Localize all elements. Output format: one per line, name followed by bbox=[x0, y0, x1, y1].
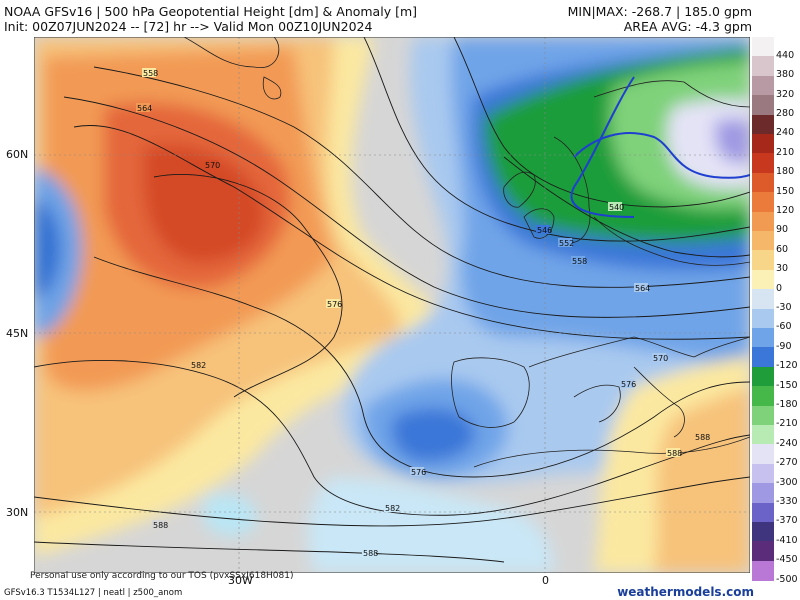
contour-label: 570 bbox=[653, 354, 668, 363]
colorbar-swatch bbox=[752, 153, 774, 174]
contour-label: 558 bbox=[143, 69, 158, 78]
colorbar-swatch bbox=[752, 541, 774, 562]
graticule bbox=[34, 37, 750, 573]
lat-label-30n: 30N bbox=[6, 506, 29, 519]
colorbar-swatch bbox=[752, 37, 774, 57]
colorbar-label: -370 bbox=[776, 515, 798, 527]
contour-label: 588 bbox=[153, 521, 168, 530]
colorbar-label: -330 bbox=[776, 495, 798, 507]
colorbar-swatch bbox=[752, 114, 774, 135]
colorbar-swatch bbox=[752, 134, 774, 154]
colorbar-label: -150 bbox=[776, 379, 798, 391]
colorbar-swatch bbox=[752, 211, 774, 232]
colorbar-label: 380 bbox=[776, 69, 795, 81]
colorbar-swatch bbox=[752, 95, 774, 116]
colorbar-swatch bbox=[752, 425, 774, 445]
colorbar-swatch bbox=[752, 192, 774, 213]
colorbar-label: -410 bbox=[776, 534, 798, 546]
init-valid-line: Init: 00Z07JUN2024 -- [72] hr --> Valid … bbox=[4, 19, 373, 34]
colorbar-swatch bbox=[752, 75, 774, 96]
height-contours bbox=[34, 37, 750, 563]
colorbar-label: -450 bbox=[776, 554, 798, 566]
colorbar-label: -180 bbox=[776, 398, 798, 410]
lon-label-30w: 30W bbox=[228, 574, 253, 587]
colorbar-swatch bbox=[752, 483, 774, 504]
contour-label: 576 bbox=[621, 380, 636, 389]
colorbar-label: 30 bbox=[776, 263, 789, 275]
colorbar-label: -210 bbox=[776, 418, 798, 430]
contour-label: 564 bbox=[635, 284, 650, 293]
lat-label-45n: 45N bbox=[6, 327, 29, 340]
lon-label-0: 0 bbox=[542, 574, 549, 587]
colorbar-swatch bbox=[752, 328, 774, 348]
anomaly-map: 558 564 570 576 582 588 540 546 552 558 … bbox=[34, 37, 750, 573]
contour-label: 570 bbox=[205, 161, 220, 170]
colorbar-swatch bbox=[752, 172, 774, 193]
colorbar-label: 180 bbox=[776, 166, 795, 178]
colorbar-swatch bbox=[752, 463, 774, 484]
contour-label: 558 bbox=[572, 257, 587, 266]
area-average-readout: AREA AVG: -4.3 gpm bbox=[623, 19, 752, 34]
contour-label: 588 bbox=[667, 449, 682, 458]
colorbar-swatch bbox=[752, 405, 774, 426]
colorbar-swatch bbox=[752, 308, 774, 329]
colorbar-label: 0 bbox=[776, 282, 783, 294]
anomaly-shading bbox=[34, 37, 750, 573]
model-footer: GFSv16.3 T1534L127 | neatl | z500_anom bbox=[4, 588, 183, 598]
contour-label: 582 bbox=[191, 361, 206, 370]
colorbar-swatch bbox=[752, 386, 774, 407]
contour-label: 552 bbox=[559, 239, 574, 248]
contour-546-thick bbox=[570, 76, 635, 218]
colorbar-label: -120 bbox=[776, 360, 798, 372]
colorbar-swatch bbox=[752, 289, 774, 310]
colorbar-swatch bbox=[752, 56, 774, 77]
colorbar-label: -90 bbox=[776, 340, 792, 352]
contour-label: 576 bbox=[327, 300, 342, 309]
colorbar-swatch bbox=[752, 231, 774, 251]
colorbar-swatch bbox=[752, 347, 774, 368]
colorbar-label: -300 bbox=[776, 476, 798, 488]
contour-label: 564 bbox=[137, 104, 152, 113]
colorbar-swatch bbox=[752, 502, 774, 523]
contour-label: 582 bbox=[385, 504, 400, 513]
colorbar-label: 120 bbox=[776, 204, 795, 216]
colorbar-label: 440 bbox=[776, 49, 795, 61]
contour-label: 588 bbox=[695, 433, 710, 442]
lat-label-60n: 60N bbox=[6, 148, 29, 161]
colorbar-swatch bbox=[752, 444, 774, 465]
colorbar-label: 150 bbox=[776, 185, 795, 197]
colorbar-label: -240 bbox=[776, 437, 798, 449]
contour-540-thick bbox=[573, 132, 750, 179]
colorbar-label: -270 bbox=[776, 457, 798, 469]
colorbar-swatch bbox=[752, 522, 774, 542]
colorbar-label: 90 bbox=[776, 224, 789, 236]
minmax-readout: MIN|MAX: -268.7 | 185.0 gpm bbox=[567, 4, 752, 19]
colorbar-label: 280 bbox=[776, 107, 795, 119]
colorbar-label: 210 bbox=[776, 146, 795, 158]
brand-link[interactable]: weathermodels.com bbox=[617, 585, 754, 599]
colorbar-legend: 440 380 320 280 240 210 180 150 120 90 60 30 0 -30 -60… bbox=[752, 37, 800, 587]
colorbar-label: 320 bbox=[776, 88, 795, 100]
contour-label: 576 bbox=[411, 468, 426, 477]
colorbar-swatch bbox=[752, 269, 774, 290]
colorbar-label: -60 bbox=[776, 321, 792, 333]
map-title: NOAA GFSv16 | 500 hPa Geopotential Heigh… bbox=[4, 4, 417, 19]
contour-label: 540 bbox=[609, 203, 624, 212]
colorbar-swatch bbox=[752, 366, 774, 387]
land-outlines bbox=[183, 37, 750, 468]
colorbar-label: -30 bbox=[776, 301, 792, 313]
contour-labels: 558 564 570 576 582 588 540 546 552 558 … bbox=[136, 68, 710, 558]
usage-disclaimer: Personal use only according to our TOS (… bbox=[30, 571, 294, 581]
contour-label: 588 bbox=[363, 549, 378, 558]
contour-label: 546 bbox=[537, 226, 552, 235]
colorbar-swatch bbox=[752, 250, 774, 271]
colorbar-label: -500 bbox=[776, 573, 798, 585]
colorbar-swatch bbox=[752, 560, 774, 581]
colorbar-label: 240 bbox=[776, 127, 795, 139]
colorbar-label: 60 bbox=[776, 243, 789, 255]
